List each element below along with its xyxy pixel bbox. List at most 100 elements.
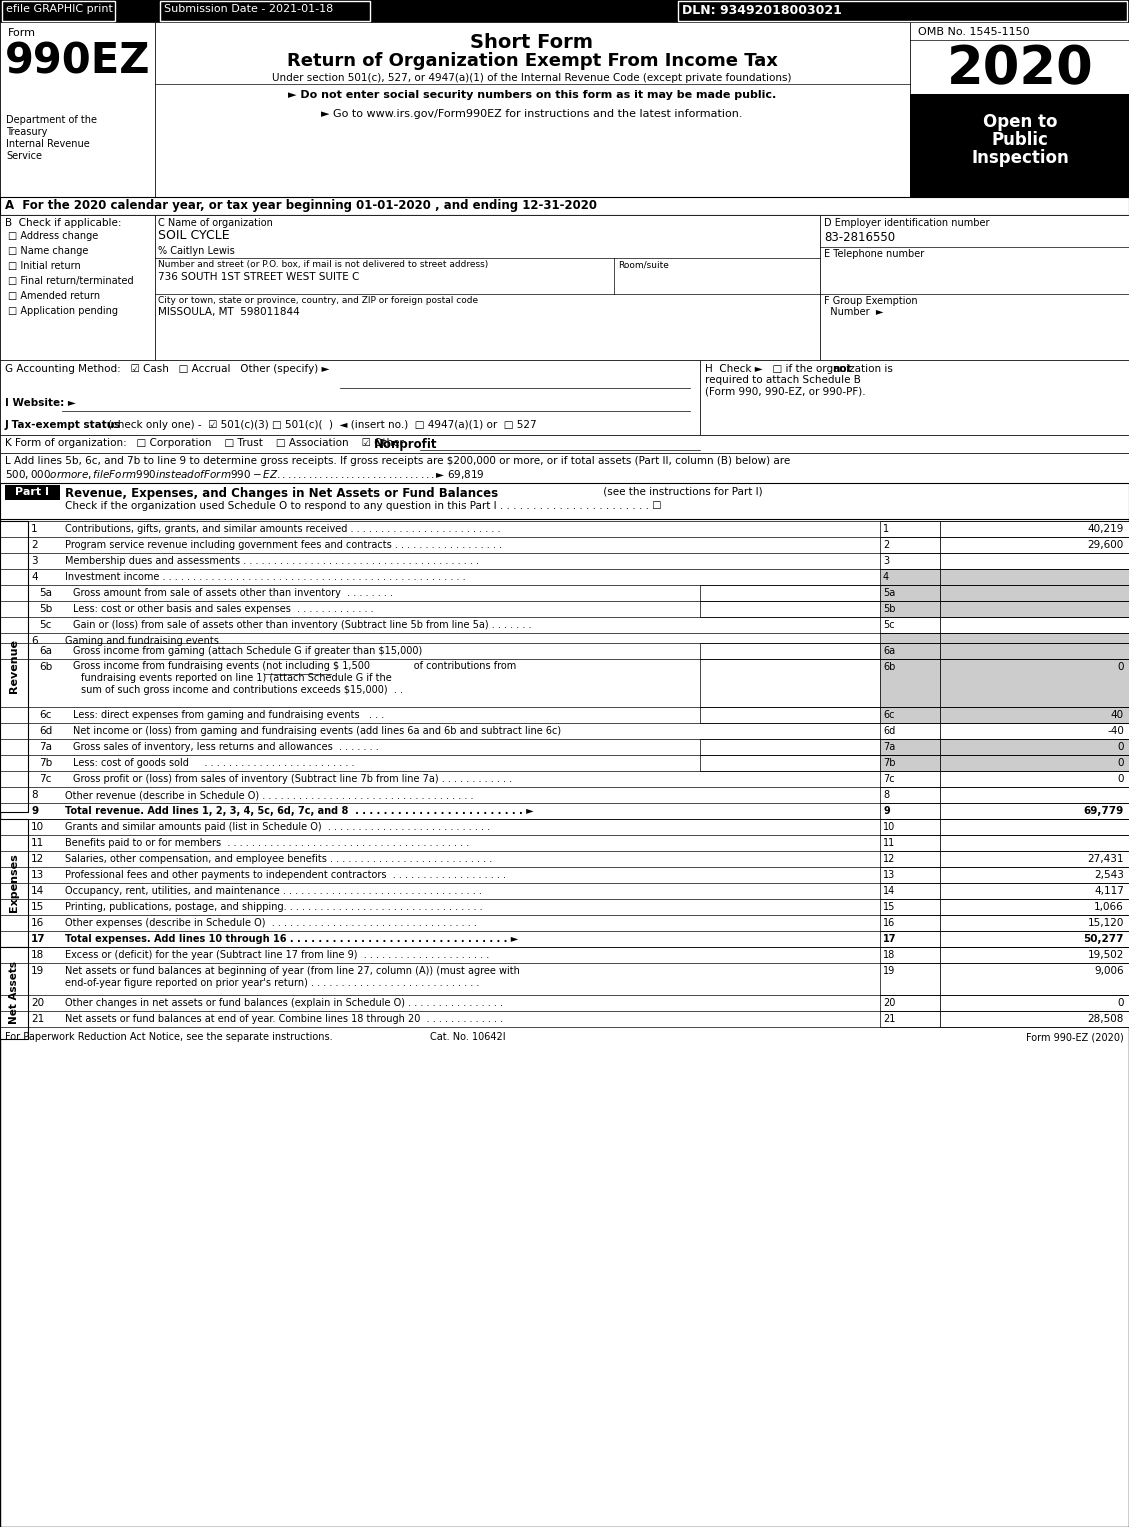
Text: 5b: 5b — [883, 605, 895, 614]
Text: Contributions, gifts, grants, and similar amounts received . . . . . . . . . . .: Contributions, gifts, grants, and simila… — [65, 524, 500, 534]
Text: 5a: 5a — [40, 588, 52, 599]
Text: 50,277: 50,277 — [1084, 935, 1124, 944]
Bar — [700, 754, 879, 771]
Bar — [879, 964, 940, 996]
Text: 21: 21 — [883, 1014, 895, 1025]
Bar — [0, 0, 1129, 21]
Text: Investment income . . . . . . . . . . . . . . . . . . . . . . . . . . . . . . . : Investment income . . . . . . . . . . . … — [65, 573, 465, 582]
Bar — [679, 2, 1127, 21]
Bar — [879, 722, 940, 739]
Bar — [940, 585, 1129, 602]
Text: 0: 0 — [1118, 999, 1124, 1008]
Bar — [940, 643, 1129, 660]
Bar — [940, 553, 1129, 570]
Text: 2,543: 2,543 — [1094, 870, 1124, 880]
Text: 4: 4 — [883, 573, 890, 582]
Text: Gross income from fundraising events (not including $ 1,500              of cont: Gross income from fundraising events (no… — [73, 661, 516, 670]
Bar — [940, 722, 1129, 739]
Text: DLN: 93492018003021: DLN: 93492018003021 — [682, 5, 842, 17]
Text: 7a: 7a — [40, 742, 52, 751]
Text: not: not — [832, 363, 851, 374]
Text: 1: 1 — [30, 524, 37, 534]
Bar — [940, 818, 1129, 835]
Text: Public: Public — [991, 131, 1049, 150]
Text: 16: 16 — [883, 918, 895, 928]
Bar — [879, 634, 940, 643]
Bar — [940, 660, 1129, 707]
Bar — [940, 585, 1129, 602]
Text: Excess or (deficit) for the year (Subtract line 17 from line 9)  . . . . . . . .: Excess or (deficit) for the year (Subtra… — [65, 950, 489, 960]
Text: 7b: 7b — [40, 757, 52, 768]
Text: 1: 1 — [883, 524, 890, 534]
Text: 2: 2 — [883, 541, 890, 550]
Text: MISSOULA, MT  598011844: MISSOULA, MT 598011844 — [158, 307, 300, 318]
Bar — [940, 660, 1129, 707]
Text: OMB No. 1545-1150: OMB No. 1545-1150 — [918, 27, 1030, 37]
Bar — [940, 602, 1129, 617]
Text: Less: cost of goods sold     . . . . . . . . . . . . . . . . . . . . . . . . .: Less: cost of goods sold . . . . . . . .… — [73, 757, 355, 768]
Bar — [879, 771, 940, 786]
Text: 8: 8 — [30, 789, 37, 800]
Bar — [940, 931, 1129, 947]
Text: I Website: ►: I Website: ► — [5, 399, 76, 408]
Text: Occupancy, rent, utilities, and maintenance . . . . . . . . . . . . . . . . . . : Occupancy, rent, utilities, and maintena… — [65, 886, 482, 896]
Bar — [155, 21, 910, 197]
Text: Other changes in net assets or fund balances (explain in Schedule O) . . . . . .: Other changes in net assets or fund bala… — [65, 999, 504, 1008]
Bar — [879, 803, 940, 818]
Text: Part I: Part I — [15, 487, 49, 496]
Bar — [879, 996, 940, 1011]
Text: □ Amended return: □ Amended return — [8, 292, 100, 301]
Text: required to attach Schedule B: required to attach Schedule B — [704, 376, 861, 385]
Text: 6c: 6c — [883, 710, 894, 721]
Text: □ Application pending: □ Application pending — [8, 305, 119, 316]
Text: 29,600: 29,600 — [1087, 541, 1124, 550]
Text: 6b: 6b — [40, 663, 52, 672]
Bar — [879, 931, 940, 947]
Bar — [940, 851, 1129, 867]
Text: 0: 0 — [1118, 757, 1124, 768]
Text: E Telephone number: E Telephone number — [824, 249, 925, 260]
Text: sum of such gross income and contributions exceeds $15,000)  . .: sum of such gross income and contributio… — [81, 686, 403, 695]
Text: 4,117: 4,117 — [1094, 886, 1124, 896]
Text: 8: 8 — [883, 789, 890, 800]
Text: 5b: 5b — [40, 605, 52, 614]
Text: Number  ►: Number ► — [824, 307, 883, 318]
Text: A: A — [5, 199, 15, 212]
Text: Net Assets: Net Assets — [9, 962, 19, 1025]
Text: 12: 12 — [30, 854, 44, 864]
Text: For Paperwork Reduction Act Notice, see the separate instructions.: For Paperwork Reduction Act Notice, see … — [5, 1032, 333, 1041]
Text: Benefits paid to or for members  . . . . . . . . . . . . . . . . . . . . . . . .: Benefits paid to or for members . . . . … — [65, 838, 470, 847]
Text: 40,219: 40,219 — [1087, 524, 1124, 534]
Bar — [0, 947, 28, 1038]
Text: fundraising events reported on line 1) (attach Schedule G if the: fundraising events reported on line 1) (… — [81, 673, 392, 683]
Bar — [940, 617, 1129, 634]
Bar — [940, 835, 1129, 851]
Text: 13: 13 — [30, 870, 44, 880]
Bar — [940, 947, 1129, 964]
Text: 12: 12 — [883, 854, 895, 864]
Text: 10: 10 — [883, 822, 895, 832]
Text: 28,508: 28,508 — [1087, 1014, 1124, 1025]
Bar — [700, 707, 879, 722]
Bar — [879, 915, 940, 931]
Text: Membership dues and assessments . . . . . . . . . . . . . . . . . . . . . . . . : Membership dues and assessments . . . . … — [65, 556, 479, 567]
Text: □ Initial return: □ Initial return — [8, 261, 81, 270]
Text: For the 2020 calendar year, or tax year beginning 01-01-2020 , and ending 12-31-: For the 2020 calendar year, or tax year … — [14, 199, 597, 212]
Text: 14: 14 — [30, 886, 44, 896]
Bar — [2, 2, 115, 21]
Text: 6a: 6a — [40, 646, 52, 657]
Text: Program service revenue including government fees and contracts . . . . . . . . : Program service revenue including govern… — [65, 541, 502, 550]
Bar — [879, 585, 940, 602]
Text: Form: Form — [8, 27, 36, 38]
Bar — [879, 818, 940, 835]
Bar — [0, 521, 28, 812]
Text: (see the instructions for Part I): (see the instructions for Part I) — [599, 487, 762, 496]
Bar — [0, 21, 155, 197]
Bar — [879, 538, 940, 553]
Text: Treasury: Treasury — [6, 127, 47, 137]
Bar — [879, 521, 940, 538]
Bar — [700, 739, 879, 754]
Bar — [940, 786, 1129, 803]
Bar — [940, 570, 1129, 585]
Bar — [940, 771, 1129, 786]
